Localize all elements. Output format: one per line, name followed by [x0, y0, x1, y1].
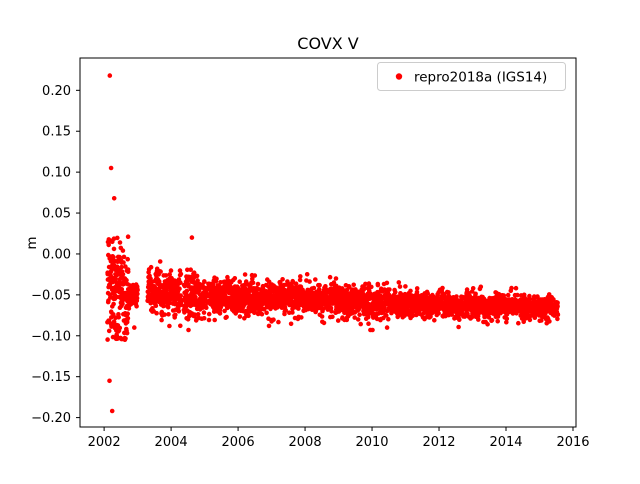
y-tick-label: 0.00 [42, 247, 71, 262]
axes-spines [79, 57, 577, 428]
legend: repro2018a (IGS14) [377, 62, 566, 91]
x-tick-label: 2016 [556, 435, 589, 450]
chart-title: COVX V [297, 34, 358, 53]
x-tick-label: 2008 [289, 435, 322, 450]
x-tick-label: 2002 [88, 435, 121, 450]
y-tick-label: 0.20 [42, 84, 71, 99]
x-tick-label: 2004 [155, 435, 188, 450]
x-axis-ticks: 2002 2004 2006 2008 2010 2012 2014 2016 [88, 427, 590, 450]
y-tick-label: −0.05 [31, 288, 71, 303]
y-tick-label: −0.20 [31, 411, 71, 426]
y-tick-label: 0.05 [42, 207, 71, 222]
y-tick-label: 0.15 [42, 125, 71, 140]
legend-frame [377, 62, 566, 91]
x-tick-label: 2012 [422, 435, 455, 450]
y-axis-ticks: −0.20 −0.15 −0.10 −0.05 0.00 0.05 0.10 0.15 0.20 [31, 84, 80, 426]
y-tick-label: 0.10 [42, 166, 71, 181]
y-tick-label: −0.15 [31, 370, 71, 385]
scatter-points [105, 73, 561, 414]
plot-area [80, 58, 576, 427]
x-tick-label: 2014 [489, 435, 522, 450]
x-tick-label: 2006 [222, 435, 255, 450]
y-axis-label: m [24, 236, 40, 249]
y-tick-label: −0.10 [31, 329, 71, 344]
legend-label: repro2018a (IGS14) [414, 70, 547, 86]
legend-marker-icon [395, 73, 403, 80]
x-tick-label: 2010 [355, 435, 388, 450]
